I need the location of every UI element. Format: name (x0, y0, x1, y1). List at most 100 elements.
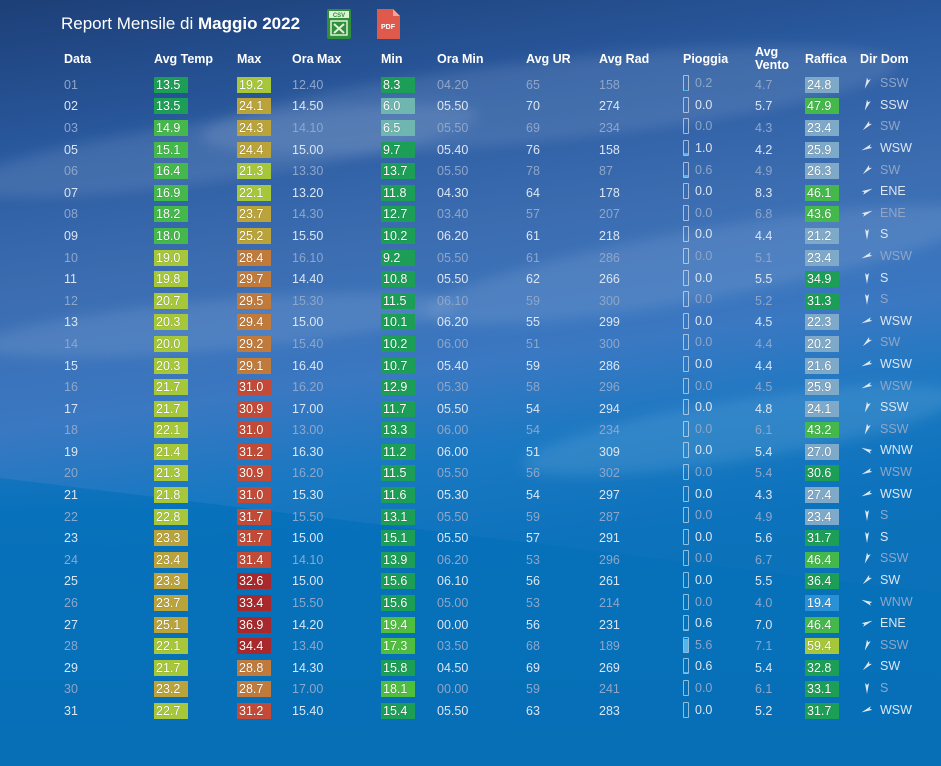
cell-ora-min: 05.50 (437, 401, 469, 416)
table-row: 17 21.7 30.9 17.00 11.7 05.50 54 294 0.0 4.8 24.1 S… (58, 398, 926, 420)
wind-direction-icon (862, 661, 872, 671)
cell-avg-vento: 4.4 (755, 336, 773, 351)
dir-label: SW (880, 162, 901, 177)
dir-label: ENE (880, 184, 906, 199)
table-row: 16 21.7 31.0 16.20 12.9 05.30 58 296 0.0 4.5 25.9 W… (58, 376, 926, 398)
cell-dir-dom: WSW (860, 703, 912, 717)
cell-avg-ur: 51 (526, 444, 540, 459)
wind-direction-icon (861, 144, 873, 151)
cell-avg-rad: 158 (599, 142, 620, 157)
cell-avg-vento: 4.9 (755, 509, 773, 524)
cell-raffica: 25.9 (805, 379, 839, 396)
wind-direction-icon (861, 620, 873, 627)
cell-pioggia: 0.0 (683, 377, 712, 394)
csv-export-icon[interactable]: CSV (325, 8, 353, 40)
cell-avg-ur: 54 (526, 401, 540, 416)
rain-value: 0.0 (695, 270, 713, 285)
cell-ora-max: 13.00 (292, 423, 324, 438)
cell-pioggia: 0.0 (683, 334, 713, 351)
monthly-report-table: Data Avg Temp Max Ora Max Min Ora Min Av… (58, 44, 926, 722)
col-header-avg-ur: Avg UR (526, 51, 571, 66)
col-header-avg-temp: Avg Temp (154, 51, 214, 66)
cell-raffica: 25.9 (805, 141, 839, 158)
wind-direction-icon (864, 99, 871, 111)
rain-gauge-icon (683, 118, 689, 135)
cell-min-temp: 10.2 (381, 227, 415, 244)
page-title: Report Mensile di Maggio 2022 (61, 14, 301, 33)
cell-avg-temp: 25.1 (154, 616, 188, 633)
dir-label: S (880, 680, 889, 695)
cell-ora-min: 06.00 (437, 444, 469, 459)
dir-label: WNW (880, 594, 913, 609)
cell-avg-vento: 4.2 (755, 142, 773, 157)
cell-avg-rad: 178 (599, 185, 620, 200)
rain-value: 0.0 (695, 335, 713, 350)
pdf-export-icon[interactable]: PDF (374, 8, 402, 40)
cell-dir-dom: SW (860, 335, 900, 349)
rain-value: 0.0 (695, 702, 713, 717)
cell-pioggia: 5.6 (683, 636, 712, 653)
rain-value: 0.6 (695, 162, 713, 177)
cell-avg-vento: 6.7 (755, 552, 773, 567)
cell-avg-temp: 23.4 (154, 551, 188, 568)
cell-avg-rad: 297 (599, 488, 620, 503)
rain-value: 0.0 (695, 421, 713, 436)
cell-avg-rad: 189 (599, 639, 620, 654)
cell-avg-vento: 4.7 (755, 77, 773, 92)
col-header-dir-dom: Dir Dom (860, 51, 909, 66)
cell-dir-dom: WNW (860, 443, 913, 457)
cell-avg-ur: 59 (526, 509, 540, 524)
cell-avg-ur: 78 (526, 164, 540, 179)
cell-avg-ur: 53 (526, 596, 540, 611)
cell-ora-max: 16.10 (292, 250, 324, 265)
cell-max-temp: 22.1 (237, 184, 271, 201)
cell-max-temp: 33.4 (237, 595, 271, 612)
cell-ora-max: 13.30 (292, 164, 324, 179)
cell-dir-dom: SW (860, 573, 900, 587)
cell-day: 25 (64, 574, 78, 589)
cell-avg-vento: 8.3 (755, 185, 773, 200)
wind-direction-icon (864, 77, 871, 89)
cell-max-temp: 31.0 (237, 379, 271, 396)
cell-dir-dom: WSW (860, 249, 912, 263)
rain-value: 0.0 (695, 594, 713, 609)
cell-raffica: 24.1 (805, 400, 839, 417)
dir-label: S (880, 270, 889, 285)
cell-avg-rad: 286 (599, 250, 620, 265)
table-row: 01 13.5 19.2 12.40 8.3 04.20 65 158 0.2 4.7 24.8 SS… (58, 74, 926, 96)
cell-min-temp: 10.2 (381, 335, 415, 352)
cell-raffica: 27.0 (805, 443, 839, 460)
cell-raffica: 20.2 (805, 335, 839, 352)
cell-ora-min: 05.50 (437, 272, 469, 287)
cell-ora-min: 06.10 (437, 574, 469, 589)
cell-avg-temp: 14.9 (154, 119, 188, 136)
cell-pioggia: 0.0 (683, 204, 712, 221)
cell-day: 01 (64, 77, 78, 92)
cell-pioggia: 0.0 (683, 485, 712, 502)
cell-max-temp: 31.7 (237, 508, 271, 525)
cell-avg-vento: 4.4 (755, 228, 773, 243)
table-row: 28 22.1 34.4 13.40 17.3 03.50 68 189 5.6 7.1 59.4 S… (58, 635, 926, 657)
cell-avg-temp: 22.8 (154, 508, 188, 525)
cell-ora-max: 15.50 (292, 596, 324, 611)
cell-avg-temp: 23.7 (154, 595, 188, 612)
cell-avg-temp: 21.3 (154, 465, 188, 482)
cell-ora-min: 06.10 (437, 293, 469, 308)
table-row: 06 16.4 21.3 13.30 13.7 05.50 78 87 0.6 4.9 26.3 SW (58, 160, 926, 182)
table-row: 24 23.4 31.4 14.10 13.9 06.20 53 296 0.0 6.7 46.4 S… (58, 549, 926, 571)
dir-label: SSW (880, 551, 909, 566)
cell-pioggia: 0.0 (683, 507, 712, 524)
cell-raffica: 19.4 (805, 595, 839, 612)
rain-gauge-icon (683, 183, 689, 200)
cell-avg-rad: 231 (599, 617, 620, 632)
cell-avg-ur: 58 (526, 380, 540, 395)
cell-dir-dom: ENE (860, 616, 906, 630)
cell-ora-min: 05.50 (437, 531, 469, 546)
cell-pioggia: 0.0 (683, 312, 712, 329)
cell-avg-ur: 62 (526, 272, 540, 287)
dir-label: WNW (880, 443, 913, 458)
wind-direction-icon (861, 705, 873, 712)
cell-raffica: 31.3 (805, 292, 839, 309)
cell-avg-rad: 234 (599, 120, 620, 135)
cell-max-temp: 31.4 (237, 551, 271, 568)
